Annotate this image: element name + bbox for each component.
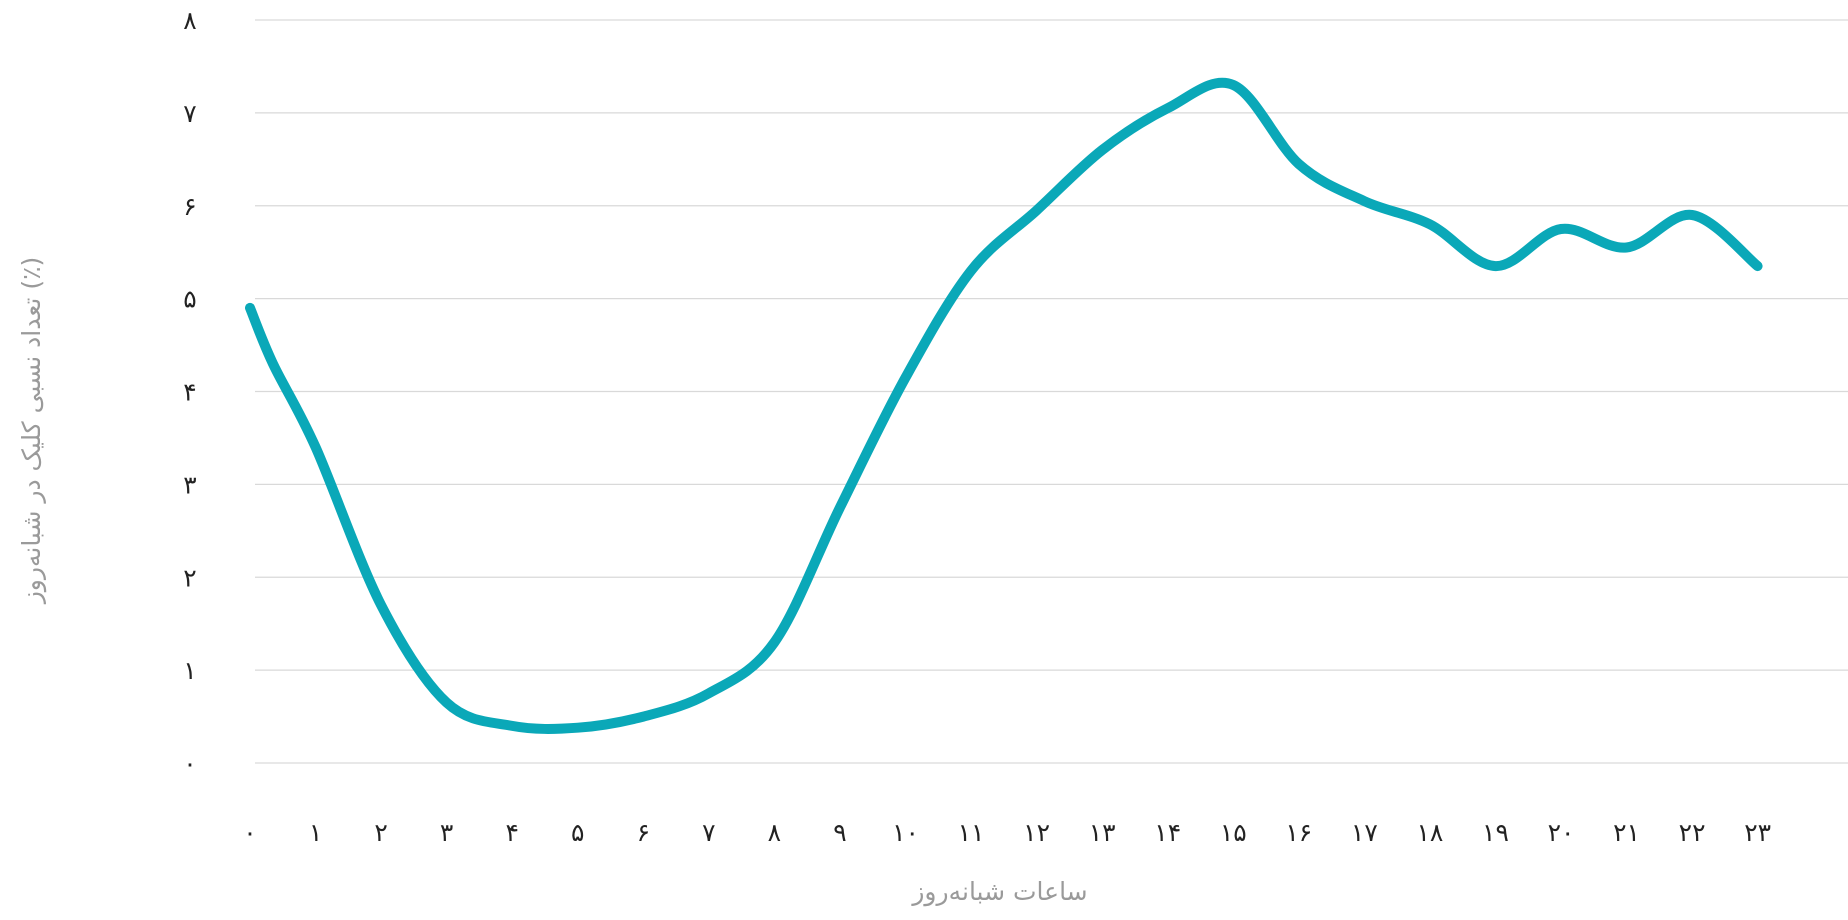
x-tick-label: ۱۳ [1089, 818, 1116, 847]
x-tick-label: ۱۹ [1482, 818, 1509, 847]
x-axis-ticks: ۰ ۱ ۲ ۳ ۴ ۵ ۶ ۷ ۸ ۹ ۱۰ ۱۱ ۱۲ ۱۳ ۱۴ ۱۵ ۱۶ ۱۷ ۱۸ ۱۹ ۲۰ ۲۱ ۲۲ ۲۳ [243, 818, 1771, 847]
y-axis-ticks: ۰ ۱ ۲ ۳ ۴ ۵ ۶ ۷ ۸ [183, 6, 196, 778]
x-tick-label: ۲۱ [1613, 818, 1640, 847]
series-line [245, 77, 1763, 734]
x-tick-label: ۱۴ [1154, 818, 1181, 847]
x-tick-label: ۱۸ [1416, 818, 1443, 847]
x-tick-label: ۲۰ [1548, 818, 1575, 847]
x-tick-label: ۴ [505, 818, 518, 847]
y-tick-label: ۴ [183, 378, 196, 407]
x-tick-label: ۲ [374, 818, 387, 847]
y-tick-label: ۶ [183, 192, 196, 221]
x-tick-label: ۳ [440, 818, 453, 847]
y-tick-label: ۳ [183, 470, 196, 499]
x-tick-label: ۸ [768, 818, 781, 847]
x-tick-label: ۱۵ [1220, 818, 1247, 847]
x-tick-label: ۵ [571, 818, 584, 847]
y-tick-label: ۱ [183, 656, 196, 685]
x-tick-label: ۱۲ [1023, 818, 1050, 847]
y-axis-title: تعداد نسبی کلیک در شبانه‌روز (٪) [17, 257, 47, 606]
x-tick-label: ۱ [309, 818, 322, 847]
x-tick-label: ۲۳ [1744, 818, 1771, 847]
x-axis-title: ساعات شبانه‌روز [910, 877, 1087, 907]
x-tick-label: ۰ [243, 818, 256, 847]
x-tick-label: ۶ [637, 818, 650, 847]
series-layer [245, 77, 1763, 734]
y-tick-label: ۰ [183, 749, 196, 778]
x-tick-label: ۲۲ [1679, 818, 1706, 847]
y-tick-label: ۲ [183, 563, 196, 592]
x-tick-label: ۱۷ [1351, 818, 1378, 847]
y-tick-label: ۸ [183, 6, 196, 35]
x-tick-label: ۱۶ [1285, 818, 1312, 847]
gridlines [255, 19, 1848, 764]
x-tick-label: ۹ [833, 818, 846, 847]
y-tick-label: ۵ [183, 285, 196, 314]
x-tick-label: ۱۰ [892, 818, 919, 847]
x-tick-label: ۱۱ [958, 818, 985, 847]
y-tick-label: ۷ [183, 99, 196, 128]
x-tick-label: ۷ [702, 818, 715, 847]
